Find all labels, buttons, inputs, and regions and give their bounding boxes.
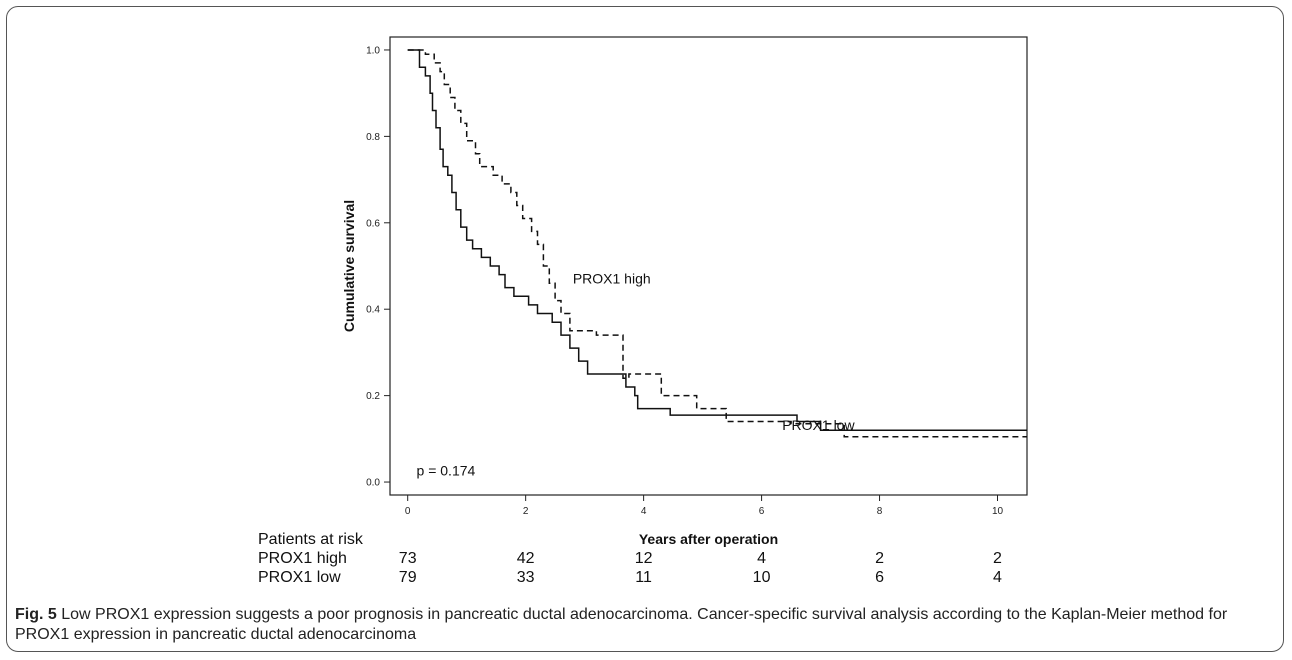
y-axis-label: Cumulative survival <box>341 200 357 332</box>
at-risk-value: 73 <box>398 550 417 567</box>
caption-text: Low PROX1 expression suggests a poor pro… <box>15 606 1228 643</box>
at-risk-value: 2 <box>993 550 1002 567</box>
x-tick-label: 8 <box>877 506 883 517</box>
chart-labels: Cumulative survival Years after operation… <box>341 200 855 547</box>
plot-frame <box>389 36 1028 496</box>
at-risk-title: Patients at risk <box>258 531 363 548</box>
figure-caption: Fig. 5 Low PROX1 expression suggests a p… <box>15 605 1275 645</box>
km-chart: 0.0 0.2 0.4 0.6 0.8 1.0 0 2 4 6 8 10 Cumulative sur… <box>341 36 1028 547</box>
figure-frame <box>6 6 1284 652</box>
x-tick-label: 2 <box>523 506 529 517</box>
plot-axes: 0.0 0.2 0.4 0.6 0.8 1.0 0 2 4 6 8 10 <box>366 36 1028 517</box>
x-tick-label: 10 <box>992 506 1004 517</box>
at-risk-value: 2 <box>875 550 884 567</box>
at-risk-value: 6 <box>875 569 884 586</box>
at-risk-value: 4 <box>757 550 767 567</box>
at-risk-value: 12 <box>634 550 653 567</box>
figure-label: Fig. 5 <box>15 606 57 623</box>
y-tick-label: 0.0 <box>366 478 380 489</box>
at-risk-value: 11 <box>635 569 652 586</box>
series-line-prox1-low <box>407 49 1027 431</box>
y-tick-label: 1.0 <box>366 45 380 56</box>
series-label: PROX1 high <box>573 270 651 286</box>
x-tick-label: 4 <box>641 506 647 517</box>
y-tick-label: 0.2 <box>366 391 380 402</box>
at-risk-value: 10 <box>752 569 771 586</box>
at-risk-value: 79 <box>398 569 417 586</box>
at-risk-value: 4 <box>993 569 1002 586</box>
at-risk-row-label: PROX1 low <box>258 569 341 586</box>
x-tick-label: 0 <box>405 506 411 517</box>
survival-curves <box>407 49 1027 438</box>
series-label: PROX1 low <box>782 417 855 433</box>
x-axis-label: Years after operation <box>639 531 778 547</box>
at-risk-value: 42 <box>516 550 535 567</box>
y-tick-label: 0.8 <box>366 132 380 143</box>
series-line-prox1-high <box>407 49 1027 438</box>
at-risk-value: 33 <box>516 569 535 586</box>
x-tick-label: 6 <box>759 506 765 517</box>
p-value-annotation: p = 0.174 <box>417 463 476 479</box>
at-risk-row-label: PROX1 high <box>258 550 347 567</box>
y-tick-label: 0.4 <box>366 305 380 316</box>
y-tick-label: 0.6 <box>366 218 380 229</box>
